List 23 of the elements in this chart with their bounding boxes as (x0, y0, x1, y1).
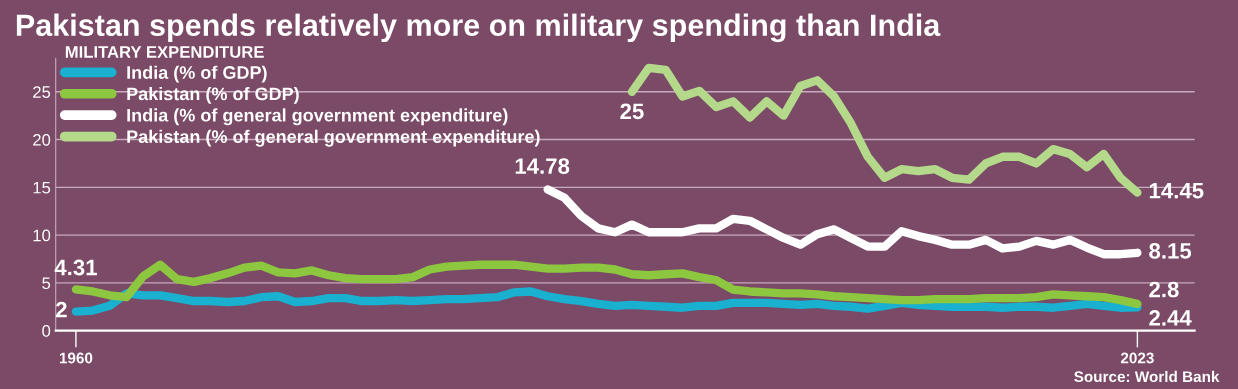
annotation: 14.45 (1149, 183, 1204, 199)
legend-label: Pakistan (% of general government expenditure) (127, 129, 540, 147)
y-tick-label: 5 (42, 277, 51, 290)
source-note: Source: World Bank (1074, 370, 1220, 383)
y-tick-label: 20 (33, 133, 51, 146)
y-tick-label: 10 (33, 229, 51, 242)
annotation: 4.31 (54, 259, 97, 276)
y-tick-label: 15 (33, 181, 51, 194)
annotation: 14.78 (515, 158, 570, 174)
x-tick-label: 2023 (1120, 352, 1154, 364)
legend-label: India (% of general government expenditure) (127, 108, 508, 126)
legend-label: India (% of GDP) (127, 65, 267, 83)
legend-title: MILITARY EXPENDITURE (65, 46, 264, 58)
annotation: 2.8 (1149, 281, 1179, 298)
chart-title: Pakistan spends relatively more on military spending than India (16, 13, 941, 43)
legend-label: Pakistan (% of GDP) (127, 86, 299, 104)
annotation: 2 (56, 301, 67, 318)
y-tick-label: 25 (33, 86, 51, 98)
x-tick-label: 1960 (59, 352, 93, 364)
annotation: 8.15 (1149, 243, 1192, 259)
y-tick-label: 0 (42, 325, 51, 337)
annotation: 2.44 (1149, 310, 1192, 326)
annotation: 25 (620, 103, 644, 120)
